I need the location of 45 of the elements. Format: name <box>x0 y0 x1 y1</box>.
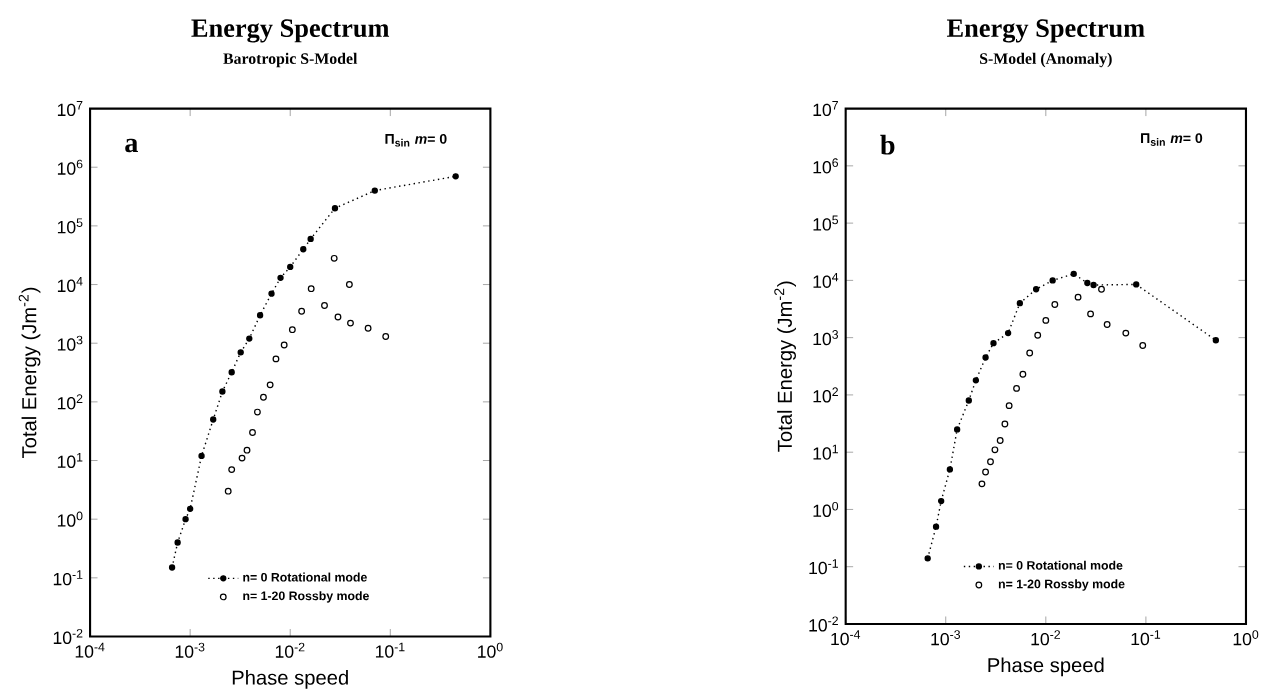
chart-title: Energy Spectrum <box>191 19 390 43</box>
annotation: b <box>880 134 895 155</box>
y-tick-label: 10$^{-1}$ <box>809 559 838 575</box>
y-tick-label: 10$^{5}$ <box>57 218 83 234</box>
annotation: Π$_{sin}$ m= 0 <box>385 133 447 147</box>
y-tick-label: 10$^{0}$ <box>57 511 83 527</box>
y-tick-label: 10$^{1}$ <box>57 452 83 469</box>
y-tick-label: 10$^{3}$ <box>813 330 839 346</box>
x-tick-label: 10$^{-2}$ <box>1031 630 1061 646</box>
y-tick-label: 10$^{6}$ <box>57 159 83 175</box>
y-axis-title: Total Energy (Jm$^{-2}$) <box>774 281 796 452</box>
legend-label: n= 1-20 Rossby mode <box>998 579 1125 591</box>
x-tick-label: 10$^{-4}$ <box>831 630 861 646</box>
legend-label: n= 1-20 Rossby mode <box>243 591 369 603</box>
annotation: Π$_{sin}$ m= 0 <box>1141 133 1203 146</box>
y-tick-label: 10$^{3}$ <box>57 335 83 351</box>
x-tick-label: 10$^{-3}$ <box>931 630 960 646</box>
y-tick-label: 10$^{6}$ <box>813 158 839 174</box>
y-tick-label: 10$^{4}$ <box>813 272 839 288</box>
y-axis-title: Total Energy (Jm$^{-2}$) <box>18 287 41 459</box>
y-tick-label: 10$^{7}$ <box>813 101 838 117</box>
x-tick-label: 10$^{0}$ <box>1233 630 1259 646</box>
y-tick-label: 10$^{1}$ <box>813 444 838 460</box>
y-tick-label: 10$^{0}$ <box>813 501 839 517</box>
x-axis-title: Phase speed <box>988 657 1104 677</box>
x-tick-label: 10$^{-2}$ <box>275 642 305 658</box>
legend-label: n= 0 Rotational mode <box>998 560 1123 570</box>
y-tick-label: 10$^{-2}$ <box>809 616 838 632</box>
y-tick-label: 10$^{2}$ <box>57 394 83 410</box>
legend-label: n= 0 Rotational mode <box>243 572 367 582</box>
chart-subtitle: S-Model (Anomaly) <box>980 52 1112 68</box>
annotation: a <box>125 138 138 153</box>
chart-title: Energy Spectrum <box>946 19 1145 43</box>
chart-subtitle: Barotropic S-Model <box>223 52 358 68</box>
x-tick-label: 10$^{-4}$ <box>75 642 105 658</box>
x-tick-label: 10$^{-1}$ <box>375 642 405 658</box>
x-tick-label: 10$^{0}$ <box>478 642 503 658</box>
y-tick-label: 10$^{-1}$ <box>53 570 83 586</box>
y-tick-label: 10$^{4}$ <box>57 277 83 293</box>
x-tick-label: 10$^{-3}$ <box>175 642 205 658</box>
y-tick-label: 10$^{7}$ <box>57 101 83 117</box>
x-tick-label: 10$^{-1}$ <box>1131 630 1161 646</box>
x-axis-title: Phase speed <box>232 669 348 689</box>
y-tick-label: 10$^{5}$ <box>813 215 839 231</box>
y-tick-label: 10$^{2}$ <box>813 387 838 403</box>
